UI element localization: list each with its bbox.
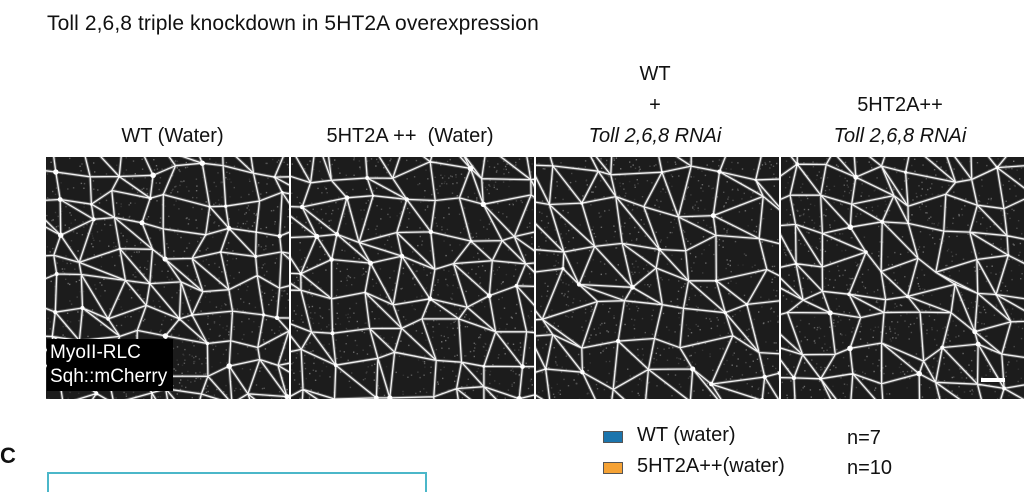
legend-label-5ht2a-water: 5HT2A++(water) — [637, 455, 785, 478]
cell-network-image — [781, 157, 1024, 399]
micrograph-5ht2a-water — [291, 157, 534, 399]
figure-title: Toll 2,6,8 triple knockdown in 5HT2A ove… — [47, 12, 539, 36]
column-header-5ht2a-toll-rnai: 5HT2A++ Toll 2,6,8 RNAi — [805, 93, 995, 148]
column-header-line: Toll 2,6,8 RNAi — [805, 124, 995, 148]
column-header-wt-toll-rnai: WT + Toll 2,6,8 RNAi — [560, 62, 750, 148]
panel-c-label: C — [0, 443, 16, 469]
column-header-line: WT (Water) — [121, 125, 223, 147]
column-header-line: WT — [560, 62, 750, 86]
cell-network-image — [536, 157, 779, 399]
column-header-line: Toll 2,6,8 RNAi — [560, 124, 750, 148]
micrograph-5ht2a-toll-rnai — [781, 157, 1024, 399]
legend-swatch-5ht2a-water — [603, 462, 623, 474]
panel-c-frame — [47, 472, 427, 492]
column-header-wt-water: WT (Water) — [110, 124, 235, 148]
column-header-5ht2a-water: 5HT2A ++ (Water) — [305, 124, 515, 148]
column-header-line: + — [560, 93, 750, 117]
cell-network-image — [291, 157, 534, 399]
marker-label: MyoII-RLC Sqh::mCherry — [47, 339, 173, 391]
column-header-line: 5HT2A++ — [805, 93, 995, 117]
legend-n-5ht2a-water: n=10 — [847, 457, 892, 480]
marker-label-line: Sqh::mCherry — [50, 365, 167, 389]
legend-label-wt-water: WT (water) — [637, 424, 736, 447]
marker-label-line: MyoII-RLC — [50, 341, 167, 365]
legend-swatch-wt-water — [603, 431, 623, 443]
scale-bar-icon — [981, 378, 1005, 382]
column-header-line: 5HT2A ++ (Water) — [326, 125, 493, 147]
micrograph-wt-toll-rnai — [536, 157, 779, 399]
legend-n-wt-water: n=7 — [847, 427, 881, 450]
